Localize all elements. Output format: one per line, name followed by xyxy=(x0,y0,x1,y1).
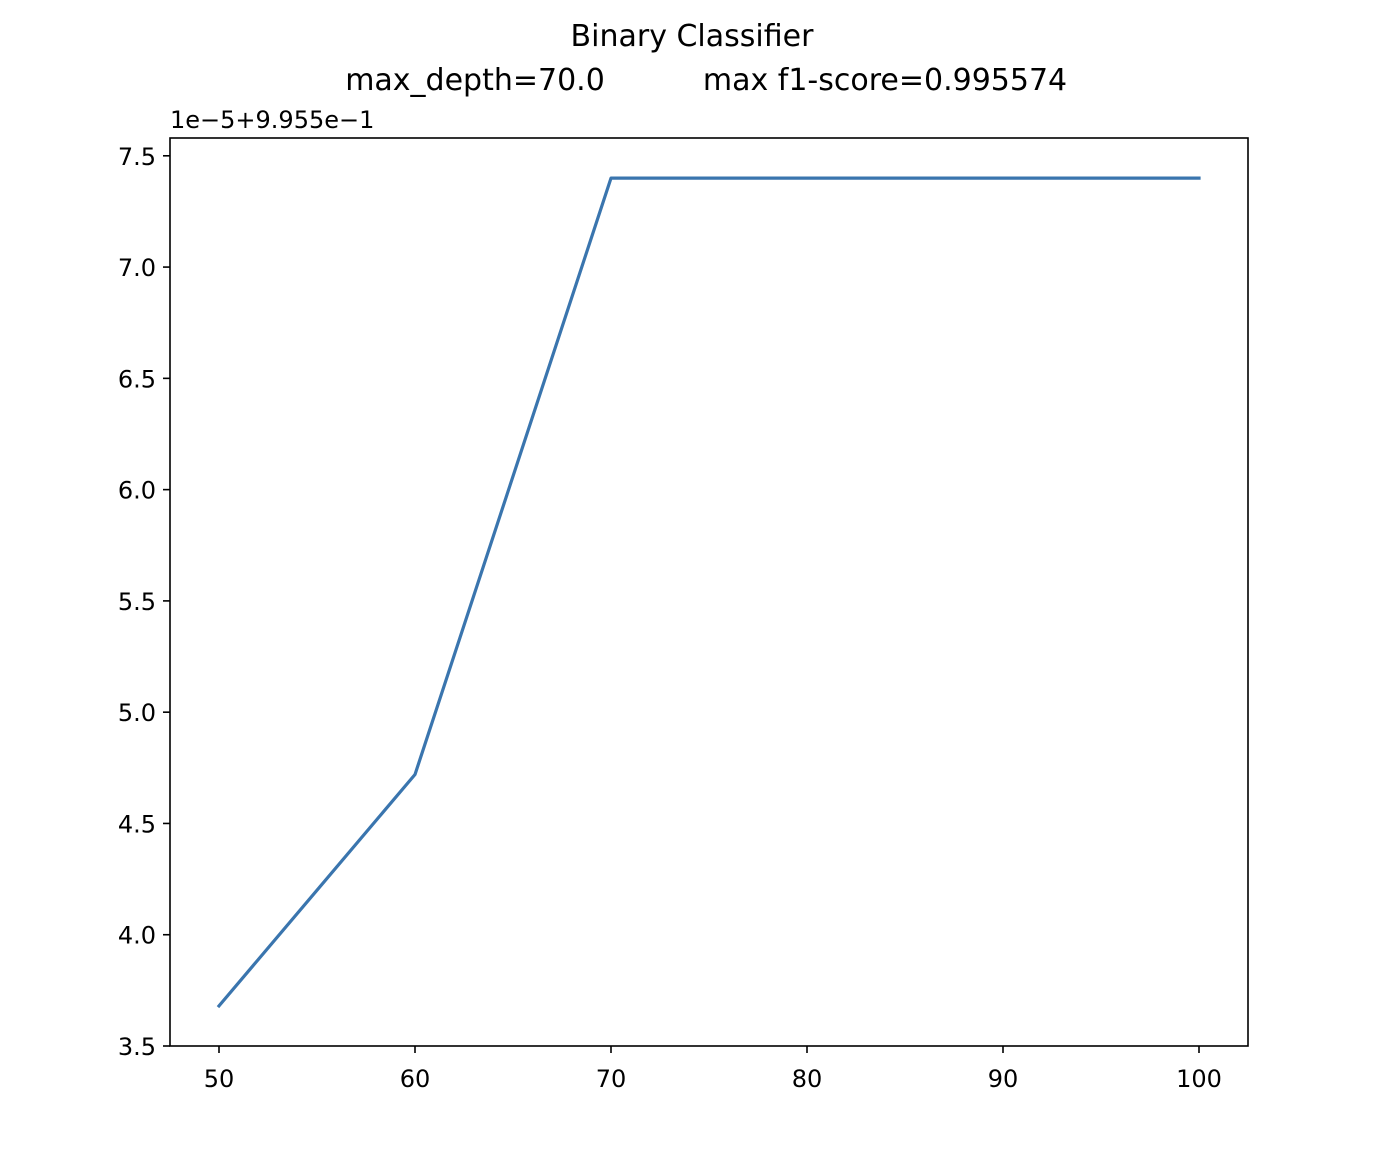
y-tick-label: 7.5 xyxy=(118,143,156,171)
chart-title: Binary Classifier xyxy=(571,19,815,54)
y-tick-label: 4.0 xyxy=(118,922,156,950)
x-tick-label: 60 xyxy=(400,1065,431,1093)
y-axis-offset-label: 1e−5+9.955e−1 xyxy=(170,106,374,134)
y-tick-label: 7.0 xyxy=(118,254,156,282)
x-tick-label: 100 xyxy=(1176,1065,1222,1093)
y-tick-label: 6.0 xyxy=(118,477,156,505)
y-tick-label: 6.5 xyxy=(118,365,156,393)
x-tick-label: 80 xyxy=(792,1065,823,1093)
chart-subtitle-max-f1-score: max f1-score=0.995574 xyxy=(703,63,1067,98)
x-tick-label: 70 xyxy=(596,1065,627,1093)
x-tick-label: 50 xyxy=(204,1065,235,1093)
x-tick-label: 90 xyxy=(988,1065,1019,1093)
plot-frame xyxy=(169,137,1249,1047)
series-line-0 xyxy=(216,176,1201,1009)
chart-subtitle-max-depth: max_depth=70.0 xyxy=(345,63,605,98)
y-tick-label: 4.5 xyxy=(118,810,156,838)
plot-area: 50 60 70 80 90 100 3.5 4.0 4.5 5.0 5.5 6.0 6.5 7.0 7.5 xyxy=(118,137,1249,1093)
y-tick-label: 5.0 xyxy=(118,699,156,727)
y-tick-label: 5.5 xyxy=(118,588,156,616)
y-tick-label: 3.5 xyxy=(118,1033,156,1061)
